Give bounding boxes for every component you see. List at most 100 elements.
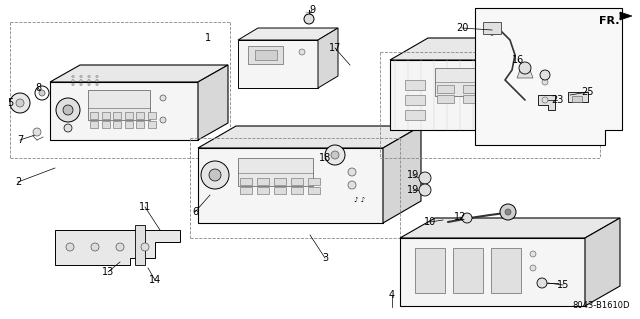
Bar bbox=[453, 248, 483, 293]
Circle shape bbox=[96, 79, 98, 82]
Circle shape bbox=[209, 169, 221, 181]
Circle shape bbox=[201, 161, 229, 189]
Text: 5: 5 bbox=[7, 98, 13, 108]
Polygon shape bbox=[390, 38, 613, 60]
Bar bbox=[437, 95, 454, 103]
Bar bbox=[248, 46, 283, 64]
Bar bbox=[240, 187, 252, 194]
Bar bbox=[405, 110, 425, 120]
Bar bbox=[308, 187, 320, 194]
Polygon shape bbox=[400, 218, 620, 238]
Bar bbox=[255, 50, 277, 60]
Bar bbox=[415, 248, 445, 293]
Bar bbox=[113, 112, 121, 119]
Circle shape bbox=[16, 99, 24, 107]
Polygon shape bbox=[198, 126, 421, 148]
Bar bbox=[257, 178, 269, 185]
Circle shape bbox=[39, 90, 45, 96]
Bar bbox=[238, 158, 313, 186]
Circle shape bbox=[304, 14, 314, 24]
Bar bbox=[568, 92, 588, 102]
Polygon shape bbox=[198, 65, 228, 140]
Circle shape bbox=[542, 97, 548, 103]
Polygon shape bbox=[55, 230, 180, 265]
Text: 6: 6 bbox=[192, 207, 198, 217]
Circle shape bbox=[80, 75, 82, 78]
Bar bbox=[102, 121, 109, 128]
Text: 11: 11 bbox=[139, 202, 151, 212]
Polygon shape bbox=[390, 60, 575, 130]
Bar bbox=[489, 85, 506, 93]
Text: 9: 9 bbox=[309, 5, 315, 15]
Bar bbox=[90, 112, 98, 119]
Circle shape bbox=[116, 243, 124, 251]
Circle shape bbox=[88, 79, 90, 82]
Circle shape bbox=[66, 243, 74, 251]
Circle shape bbox=[462, 213, 472, 223]
Bar bbox=[463, 85, 480, 93]
Bar bbox=[489, 95, 506, 103]
Circle shape bbox=[299, 49, 305, 55]
Bar bbox=[274, 187, 286, 194]
Bar bbox=[291, 178, 303, 185]
Text: 17: 17 bbox=[329, 43, 341, 53]
Bar bbox=[491, 248, 521, 293]
Text: 18: 18 bbox=[319, 153, 331, 163]
Text: 1: 1 bbox=[205, 33, 211, 43]
Circle shape bbox=[91, 243, 99, 251]
Polygon shape bbox=[238, 28, 338, 40]
Text: 23: 23 bbox=[551, 95, 563, 105]
Polygon shape bbox=[50, 65, 228, 82]
Circle shape bbox=[540, 70, 550, 80]
Text: 8043-B1610D: 8043-B1610D bbox=[573, 301, 630, 310]
Circle shape bbox=[331, 151, 339, 159]
Bar bbox=[125, 121, 133, 128]
Polygon shape bbox=[585, 218, 620, 306]
Text: FR.: FR. bbox=[600, 16, 620, 26]
Circle shape bbox=[348, 181, 356, 189]
Polygon shape bbox=[517, 70, 533, 78]
Text: 25: 25 bbox=[582, 87, 595, 97]
Bar bbox=[437, 85, 454, 93]
Bar bbox=[148, 121, 156, 128]
Polygon shape bbox=[198, 148, 383, 223]
Text: 15: 15 bbox=[557, 280, 569, 290]
Polygon shape bbox=[575, 38, 613, 130]
Circle shape bbox=[72, 79, 74, 82]
Polygon shape bbox=[318, 28, 338, 88]
Circle shape bbox=[80, 83, 82, 86]
Bar bbox=[257, 187, 269, 194]
Bar bbox=[240, 178, 252, 185]
Bar bbox=[515, 95, 532, 103]
Text: 19: 19 bbox=[407, 185, 419, 195]
Bar bbox=[113, 121, 121, 128]
Polygon shape bbox=[135, 225, 145, 265]
Bar bbox=[308, 178, 320, 185]
Circle shape bbox=[96, 83, 98, 86]
Circle shape bbox=[530, 251, 536, 257]
Polygon shape bbox=[538, 95, 555, 110]
Bar bbox=[483, 22, 501, 34]
Circle shape bbox=[537, 278, 547, 288]
Bar bbox=[435, 68, 520, 96]
Text: 8: 8 bbox=[35, 83, 41, 93]
Text: 12: 12 bbox=[454, 212, 466, 222]
Circle shape bbox=[72, 75, 74, 78]
Circle shape bbox=[72, 83, 74, 86]
Bar bbox=[463, 95, 480, 103]
Circle shape bbox=[505, 209, 511, 215]
Circle shape bbox=[542, 79, 548, 85]
Text: 7: 7 bbox=[17, 135, 23, 145]
Text: 13: 13 bbox=[102, 267, 114, 277]
Bar bbox=[515, 85, 532, 93]
Polygon shape bbox=[383, 126, 421, 223]
Bar bbox=[405, 95, 425, 105]
Circle shape bbox=[500, 204, 516, 220]
Polygon shape bbox=[620, 12, 632, 20]
Polygon shape bbox=[475, 8, 622, 145]
Circle shape bbox=[96, 75, 98, 78]
Circle shape bbox=[88, 83, 90, 86]
Bar bbox=[136, 112, 145, 119]
Bar bbox=[148, 112, 156, 119]
Circle shape bbox=[88, 75, 90, 78]
